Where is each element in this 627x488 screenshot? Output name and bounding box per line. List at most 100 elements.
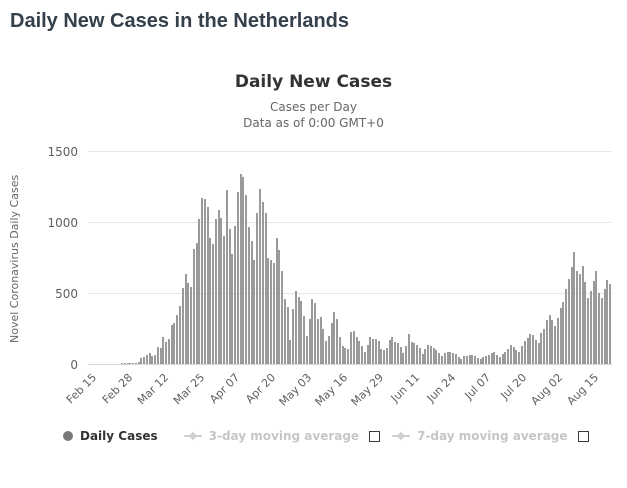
daily-cases-bar[interactable]: [570, 266, 573, 364]
daily-cases-bar[interactable]: [474, 356, 477, 364]
daily-cases-bar[interactable]: [192, 248, 195, 364]
daily-cases-bar[interactable]: [305, 335, 308, 364]
daily-cases-bar[interactable]: [556, 317, 559, 364]
daily-cases-bar[interactable]: [206, 207, 209, 364]
daily-cases-bar[interactable]: [374, 338, 377, 364]
daily-cases-bar[interactable]: [195, 243, 198, 364]
daily-cases-bar[interactable]: [479, 359, 482, 364]
daily-cases-bar[interactable]: [361, 346, 364, 364]
daily-cases-bar[interactable]: [482, 357, 485, 364]
daily-cases-bar[interactable]: [498, 357, 501, 364]
daily-cases-bar[interactable]: [427, 344, 430, 364]
daily-cases-bar[interactable]: [236, 191, 239, 364]
daily-cases-bar[interactable]: [234, 226, 237, 364]
daily-cases-bar[interactable]: [366, 345, 369, 364]
daily-cases-bar[interactable]: [344, 348, 347, 364]
daily-cases-bar[interactable]: [272, 263, 275, 364]
daily-cases-bar[interactable]: [281, 271, 284, 364]
daily-cases-bar[interactable]: [341, 346, 344, 364]
daily-cases-bar[interactable]: [198, 219, 201, 364]
daily-cases-bar[interactable]: [278, 249, 281, 364]
daily-cases-bar[interactable]: [496, 355, 499, 364]
daily-cases-bar[interactable]: [377, 341, 380, 364]
daily-cases-bar[interactable]: [598, 293, 601, 364]
daily-cases-bar[interactable]: [336, 318, 339, 364]
daily-cases-bar[interactable]: [463, 356, 466, 364]
daily-cases-bar[interactable]: [562, 301, 565, 364]
legend-item-7day-moving-average[interactable]: 7-day moving average: [392, 429, 568, 443]
daily-cases-bar[interactable]: [424, 348, 427, 364]
daily-cases-bar[interactable]: [292, 309, 295, 364]
daily-cases-bar[interactable]: [457, 356, 460, 364]
daily-cases-bar[interactable]: [565, 289, 568, 364]
daily-cases-bar[interactable]: [209, 238, 212, 364]
daily-cases-bar[interactable]: [330, 322, 333, 364]
daily-cases-bar[interactable]: [253, 259, 256, 364]
daily-cases-bar[interactable]: [179, 305, 181, 364]
daily-cases-bar[interactable]: [173, 322, 176, 364]
daily-cases-bar[interactable]: [388, 339, 391, 364]
daily-cases-bar[interactable]: [167, 339, 170, 364]
daily-cases-bar[interactable]: [438, 352, 441, 364]
daily-cases-bar[interactable]: [162, 337, 165, 364]
daily-cases-bar[interactable]: [151, 356, 154, 364]
daily-cases-bar[interactable]: [589, 290, 592, 364]
daily-cases-bar[interactable]: [493, 352, 496, 364]
daily-cases-bar[interactable]: [606, 280, 609, 364]
daily-cases-bar[interactable]: [223, 235, 226, 364]
checkbox-3day-moving-average[interactable]: [369, 430, 381, 442]
daily-cases-bar[interactable]: [176, 314, 179, 364]
daily-cases-bar[interactable]: [487, 355, 490, 364]
daily-cases-bar[interactable]: [347, 348, 350, 364]
daily-cases-bar[interactable]: [270, 260, 273, 364]
daily-cases-bar[interactable]: [264, 212, 267, 364]
daily-cases-bar[interactable]: [576, 270, 579, 364]
daily-cases-bar[interactable]: [214, 219, 217, 364]
daily-cases-bar[interactable]: [595, 271, 598, 364]
daily-cases-bar[interactable]: [363, 351, 366, 364]
daily-cases-bar[interactable]: [314, 303, 317, 364]
daily-cases-bar[interactable]: [190, 286, 193, 364]
daily-cases-bar[interactable]: [300, 300, 303, 364]
daily-cases-bar[interactable]: [402, 352, 405, 364]
daily-cases-bar[interactable]: [220, 218, 223, 364]
daily-cases-bar[interactable]: [416, 345, 419, 364]
daily-cases-bar[interactable]: [203, 199, 206, 364]
daily-cases-bar[interactable]: [515, 350, 518, 364]
daily-cases-bar[interactable]: [429, 346, 432, 364]
daily-cases-bar[interactable]: [258, 188, 261, 364]
daily-cases-bar[interactable]: [449, 351, 452, 364]
daily-cases-bar[interactable]: [286, 307, 289, 364]
daily-cases-bar[interactable]: [184, 273, 187, 364]
daily-cases-bar[interactable]: [385, 347, 388, 364]
daily-cases-bar[interactable]: [443, 353, 446, 364]
daily-cases-bar[interactable]: [468, 354, 471, 364]
daily-cases-bar[interactable]: [338, 337, 341, 364]
daily-cases-bar[interactable]: [372, 339, 375, 364]
daily-cases-bar[interactable]: [603, 289, 606, 364]
daily-cases-bar[interactable]: [275, 238, 278, 364]
daily-cases-bar[interactable]: [581, 266, 584, 364]
daily-cases-bar[interactable]: [333, 312, 336, 364]
daily-cases-bar[interactable]: [156, 346, 159, 364]
daily-cases-bar[interactable]: [532, 335, 535, 364]
daily-cases-bar[interactable]: [559, 307, 562, 364]
daily-cases-bar[interactable]: [358, 341, 361, 364]
daily-cases-bar[interactable]: [471, 355, 474, 364]
daily-cases-bar[interactable]: [413, 342, 416, 364]
legend-item-3day-moving-average[interactable]: 3-day moving average: [183, 429, 359, 443]
daily-cases-bar[interactable]: [435, 350, 438, 364]
daily-cases-bar[interactable]: [383, 350, 386, 364]
daily-cases-bar[interactable]: [154, 355, 157, 364]
plot-area[interactable]: [88, 151, 612, 365]
daily-cases-bar[interactable]: [355, 337, 358, 364]
daily-cases-bar[interactable]: [245, 195, 248, 364]
daily-cases-bar[interactable]: [165, 342, 168, 364]
daily-cases-bar[interactable]: [476, 358, 479, 364]
daily-cases-bar[interactable]: [573, 252, 576, 364]
daily-cases-bar[interactable]: [250, 240, 253, 364]
daily-cases-bar[interactable]: [512, 346, 515, 364]
daily-cases-bar[interactable]: [520, 346, 523, 364]
daily-cases-bar[interactable]: [352, 330, 355, 364]
daily-cases-bar[interactable]: [551, 320, 554, 364]
